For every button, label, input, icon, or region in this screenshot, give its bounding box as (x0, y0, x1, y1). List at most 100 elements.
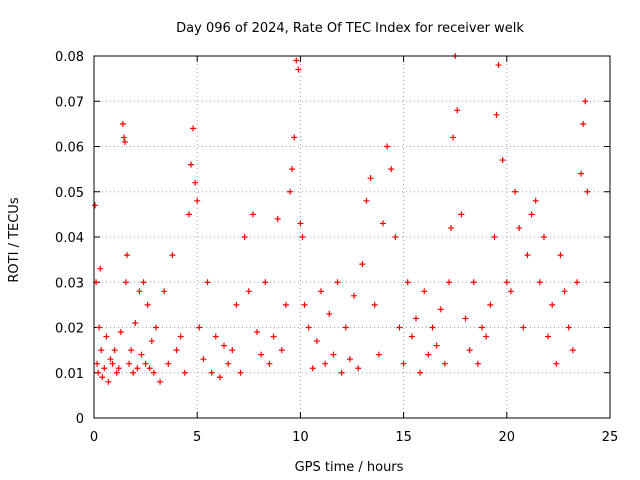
data-point (437, 306, 444, 313)
data-point (458, 211, 465, 218)
data-point (124, 252, 131, 259)
data-point (287, 188, 294, 195)
data-point (573, 279, 580, 286)
data-point (146, 365, 153, 372)
data-point (225, 360, 232, 367)
data-point (520, 324, 527, 331)
data-point (417, 369, 424, 376)
data-point (367, 175, 374, 182)
x-axis-label: GPS time / hours (295, 460, 404, 475)
data-point (270, 333, 277, 340)
data-point (262, 279, 269, 286)
data-point (94, 360, 101, 367)
y-tick-label: 0.03 (55, 276, 84, 291)
data-point (241, 234, 248, 240)
data-point (561, 288, 568, 295)
data-point (528, 211, 535, 218)
data-point (582, 98, 589, 105)
x-tick-label: 15 (395, 430, 412, 445)
data-point (196, 324, 203, 331)
data-point (103, 333, 110, 340)
y-tick-label: 0.06 (55, 141, 84, 156)
data-point (309, 365, 316, 372)
data-point (97, 265, 104, 272)
data-point (109, 360, 116, 367)
data-point (392, 234, 399, 240)
data-point (545, 333, 552, 340)
data-point (192, 179, 199, 186)
data-point (132, 319, 139, 326)
data-point (580, 120, 587, 127)
data-point (363, 197, 370, 204)
data-point (313, 338, 320, 345)
data-point (425, 351, 432, 358)
y-tick-label: 0.08 (55, 50, 84, 65)
data-point (524, 252, 531, 259)
data-point (454, 107, 461, 114)
data-point (122, 279, 129, 286)
data-point (126, 360, 133, 367)
data-point (487, 301, 494, 308)
data-point (330, 351, 337, 358)
data-point (470, 279, 477, 286)
data-point (421, 288, 428, 295)
data-point (322, 360, 329, 367)
data-point (536, 279, 543, 286)
data-point (557, 252, 564, 259)
data-point (493, 111, 500, 118)
data-point (499, 157, 506, 164)
data-point (212, 333, 219, 340)
data-point (384, 143, 391, 150)
data-point (291, 134, 298, 141)
data-point (371, 301, 378, 308)
data-point (412, 315, 419, 322)
data-point (101, 365, 108, 372)
data-point (142, 360, 149, 367)
data-point (161, 288, 168, 295)
data-point (258, 351, 265, 358)
data-point (107, 356, 114, 363)
data-point (578, 170, 585, 177)
data-point (185, 211, 192, 218)
data-point (396, 324, 403, 331)
data-point (157, 378, 164, 385)
data-point (359, 261, 366, 268)
data-point (150, 369, 157, 376)
data-point (278, 347, 285, 354)
data-point (450, 134, 457, 141)
x-tick-label: 10 (292, 430, 309, 445)
x-tick-label: 20 (499, 430, 516, 445)
data-point (400, 360, 407, 367)
data-points (92, 53, 591, 385)
data-point (208, 369, 215, 376)
y-tick-label: 0.01 (55, 367, 84, 382)
data-point (173, 347, 180, 354)
data-point (92, 202, 99, 209)
data-point (507, 288, 514, 295)
data-point (245, 288, 252, 295)
data-point (297, 220, 304, 227)
data-point (233, 301, 240, 308)
y-tick-label: 0.07 (55, 95, 84, 110)
data-point (584, 188, 591, 195)
data-point (565, 324, 572, 331)
data-point (177, 333, 184, 340)
data-point (152, 324, 159, 331)
data-point (188, 161, 195, 168)
data-point (408, 333, 415, 340)
data-point (540, 234, 547, 240)
data-point (113, 369, 120, 376)
data-point (516, 224, 523, 231)
data-point (466, 347, 473, 354)
plot-frame (93, 55, 611, 419)
data-point (433, 342, 440, 349)
data-point (355, 365, 362, 372)
x-tick-label: 25 (602, 430, 619, 445)
data-point (119, 120, 126, 127)
data-point (216, 374, 223, 381)
data-point (204, 279, 211, 286)
data-point (128, 347, 135, 354)
data-point (181, 369, 188, 376)
data-point (549, 301, 556, 308)
